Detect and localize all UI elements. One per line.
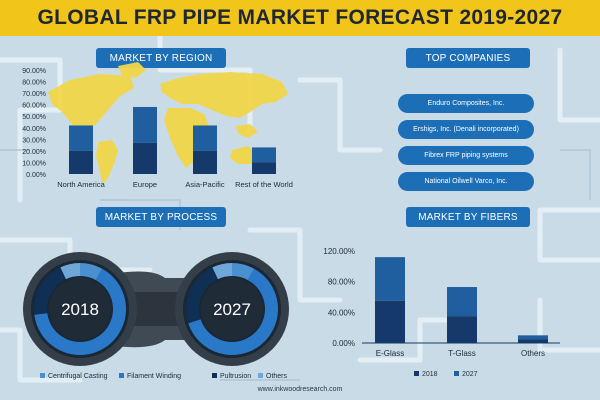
bar-2027 bbox=[252, 147, 276, 163]
pie-slice bbox=[60, 263, 80, 280]
bar-2027 bbox=[69, 125, 93, 151]
pie-slice bbox=[34, 267, 66, 315]
y-tick-label: 120.00% bbox=[323, 247, 355, 256]
pipe-path bbox=[557, 47, 600, 123]
y-tick-label: 90.00% bbox=[22, 68, 46, 75]
x-tick-label: North America bbox=[57, 180, 105, 189]
page-title: GLOBAL FRP PIPE MARKET FORECAST 2019-202… bbox=[37, 6, 563, 29]
section-label-region: MARKET BY REGION bbox=[96, 48, 226, 68]
pipe-path bbox=[560, 149, 591, 200]
legend-label: 2027 bbox=[462, 371, 478, 378]
gauge-center bbox=[201, 278, 263, 340]
pie-slice bbox=[34, 268, 127, 355]
region-y-axis: 90.00% 80.00% 70.00% 60.00% 50.00% 40.00% 30.0… bbox=[22, 68, 46, 179]
map-south-america bbox=[96, 140, 118, 184]
legend-label: Centrifugal Casting bbox=[48, 373, 108, 380]
legend-swatch bbox=[258, 373, 263, 378]
fibers-y-axis: 120.00% 80.00% 40.00% 0.00% bbox=[323, 247, 560, 348]
company-item: Fibrex FRP piping systems bbox=[398, 146, 534, 165]
company-item: Ershigs, Inc. (Denali incorporated) bbox=[398, 120, 534, 139]
legend-swatch bbox=[414, 371, 419, 376]
bar-2027 bbox=[447, 287, 477, 317]
section-label-fibers: MARKET BY FIBERS bbox=[406, 207, 530, 227]
bar-2027 bbox=[133, 106, 157, 143]
fibers-x-axis: E-Glass T-Glass Others bbox=[376, 349, 545, 358]
y-tick-label: 80.00% bbox=[328, 278, 355, 287]
y-tick-label: 0.00% bbox=[26, 172, 46, 179]
legend-swatch bbox=[454, 371, 459, 376]
bar-2027 bbox=[193, 125, 217, 151]
x-tick-label: Rest of the World bbox=[235, 180, 293, 189]
pie-slice bbox=[212, 263, 232, 280]
legend-swatch bbox=[40, 373, 45, 378]
legend-label: Pultrusion bbox=[220, 373, 251, 380]
pie-slice bbox=[186, 267, 218, 324]
process-donuts: 2018 2027 bbox=[23, 252, 289, 366]
company-item: National Oilwell Varco, Inc. bbox=[398, 172, 534, 191]
pipe-path bbox=[537, 207, 600, 263]
legend-swatch bbox=[119, 373, 124, 378]
x-tick-label: Asia-Pacific bbox=[185, 180, 224, 189]
region-bars bbox=[69, 106, 276, 174]
bar-2018 bbox=[447, 316, 477, 343]
legend-label: 2018 bbox=[422, 371, 438, 378]
y-tick-label: 0.00% bbox=[332, 339, 355, 348]
map-australia bbox=[230, 146, 256, 164]
process-legend: Centrifugal Casting Filament Winding Pultr… bbox=[40, 373, 288, 380]
x-tick-label: Others bbox=[521, 349, 545, 358]
gauge-year-label: 2027 bbox=[213, 300, 251, 319]
y-tick-label: 40.00% bbox=[22, 126, 46, 133]
map-north-america bbox=[48, 74, 134, 140]
map-europe-asia bbox=[160, 72, 288, 118]
pipe-path bbox=[247, 227, 343, 303]
y-tick-label: 30.00% bbox=[22, 137, 46, 144]
bar-2018 bbox=[252, 162, 276, 174]
bar-2027 bbox=[375, 257, 405, 301]
section-label-process: MARKET BY PROCESS bbox=[96, 207, 226, 227]
y-tick-label: 40.00% bbox=[328, 308, 355, 317]
footer-url: www.inkwoodresearch.com bbox=[257, 386, 343, 393]
section-label-companies: TOP COMPANIES bbox=[406, 48, 530, 68]
y-tick-label: 80.00% bbox=[22, 80, 46, 87]
bar-2018 bbox=[69, 150, 93, 174]
pipe-path bbox=[0, 327, 83, 383]
bar-2018 bbox=[518, 339, 548, 343]
fibers-legend: 2018 2027 bbox=[414, 371, 478, 378]
x-tick-label: Europe bbox=[133, 180, 157, 189]
x-tick-label: T-Glass bbox=[448, 349, 476, 358]
pipe-path bbox=[357, 317, 473, 363]
y-tick-label: 50.00% bbox=[22, 114, 46, 121]
y-tick-label: 20.00% bbox=[22, 149, 46, 156]
pie-slice bbox=[232, 263, 255, 281]
gauge-year-label: 2018 bbox=[61, 300, 99, 319]
pipe-path bbox=[297, 77, 383, 153]
region-x-axis: North America Europe Asia-Pacific Rest of t… bbox=[57, 180, 293, 189]
legend-label: Filament Winding bbox=[127, 373, 181, 380]
legend-swatch bbox=[212, 373, 217, 378]
bar-2018 bbox=[193, 150, 217, 174]
x-tick-label: E-Glass bbox=[376, 349, 404, 358]
map-greenland bbox=[118, 62, 146, 78]
gauge-center bbox=[49, 278, 111, 340]
company-item: Enduro Composites, Inc. bbox=[398, 94, 534, 113]
pie-slice bbox=[188, 268, 279, 355]
y-tick-label: 60.00% bbox=[22, 103, 46, 110]
y-tick-label: 70.00% bbox=[22, 91, 46, 98]
bar-2018 bbox=[133, 142, 157, 174]
title-bar: GLOBAL FRP PIPE MARKET FORECAST 2019-202… bbox=[0, 0, 600, 36]
bar-2018 bbox=[375, 300, 405, 343]
legend-label: Others bbox=[266, 373, 288, 380]
bar-2027 bbox=[518, 335, 548, 340]
y-tick-label: 10.00% bbox=[22, 160, 46, 167]
map-southeast-asia bbox=[236, 124, 258, 138]
fibers-bars bbox=[375, 257, 548, 343]
pipe-path bbox=[537, 297, 600, 353]
pie-slice bbox=[80, 263, 103, 281]
